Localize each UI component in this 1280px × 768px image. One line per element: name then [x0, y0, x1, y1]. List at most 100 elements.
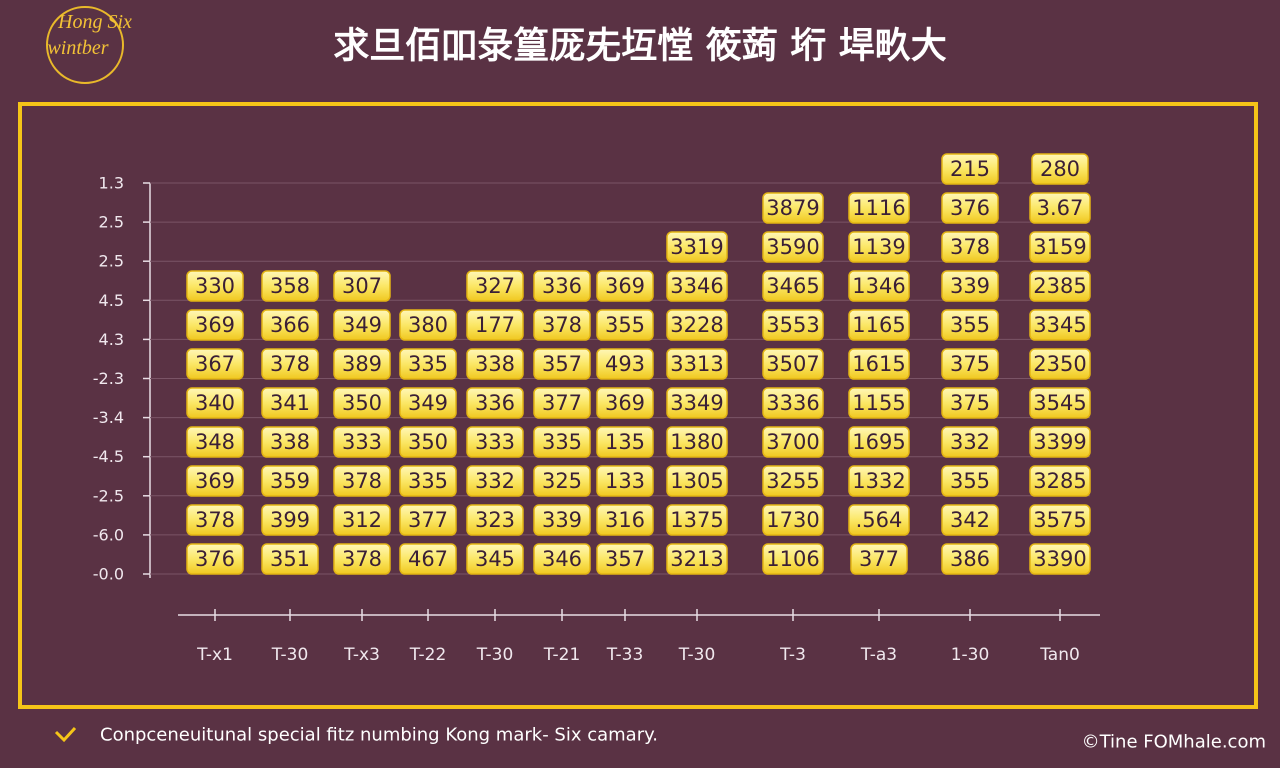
tile-value: 333 [342, 430, 382, 454]
tile [533, 465, 591, 497]
tile-value: 1106 [766, 547, 819, 571]
y-label: 4.3 [99, 330, 124, 349]
tile [399, 387, 457, 419]
tile-value: 349 [342, 313, 382, 337]
tile [848, 270, 910, 302]
tile [1029, 465, 1091, 497]
tile [533, 543, 591, 575]
credit: ©Tine FOMhale.com [1082, 732, 1266, 753]
tile-value: 348 [195, 430, 235, 454]
tile [666, 309, 728, 341]
tile [596, 309, 654, 341]
tile-value: 350 [408, 430, 448, 454]
tile-value: 338 [270, 430, 310, 454]
tile [848, 426, 910, 458]
tile-value: 357 [605, 547, 645, 571]
tile [762, 270, 824, 302]
tile-value: 375 [950, 352, 990, 376]
x-label: T-x1 [196, 645, 233, 665]
tile-value: 335 [408, 469, 448, 493]
tile [666, 504, 728, 536]
tile-value: 3.67 [1037, 196, 1084, 220]
tile-value: 341 [270, 391, 310, 415]
tile-value: 389 [342, 352, 382, 376]
tile [333, 543, 391, 575]
tile-value: 280 [1040, 157, 1080, 181]
y-label: -0.0 [93, 565, 124, 584]
tile-value: 1332 [852, 469, 905, 493]
tile [186, 426, 244, 458]
tile-value: 339 [950, 274, 990, 298]
tile-value: 177 [475, 313, 515, 337]
tile-value: 3345 [1033, 313, 1086, 337]
tile [848, 309, 910, 341]
logo-text: Hong Six [57, 11, 132, 33]
tile [596, 543, 654, 575]
tile-value: 355 [605, 313, 645, 337]
tile [333, 465, 391, 497]
tile [533, 426, 591, 458]
tile-value: 3349 [670, 391, 723, 415]
tile-value: 346 [542, 547, 582, 571]
tile-value: 1375 [670, 508, 723, 532]
tile-value: 3879 [766, 196, 819, 220]
tile [466, 543, 524, 575]
tile [186, 387, 244, 419]
tile-value: 369 [605, 391, 645, 415]
tile-value: 369 [605, 274, 645, 298]
tile-value: 3465 [766, 274, 819, 298]
x-label: T-33 [606, 645, 644, 665]
tile [399, 465, 457, 497]
tile [261, 426, 319, 458]
frame [18, 102, 1258, 709]
tile [941, 231, 999, 263]
y-label: -4.5 [93, 447, 124, 466]
tile-value: 335 [408, 352, 448, 376]
tile [466, 270, 524, 302]
tile [399, 309, 457, 341]
tile [533, 387, 591, 419]
tile [666, 426, 728, 458]
tile [596, 465, 654, 497]
tile [848, 465, 910, 497]
tile [1031, 153, 1089, 185]
x-label: T-3 [779, 645, 806, 665]
tile [941, 153, 999, 185]
tile-value: 493 [605, 352, 645, 376]
x-label: 1-30 [951, 645, 990, 665]
tile [848, 348, 910, 380]
plot: 1.3 2.5 2.5 4.5 4.3 -2.3 -3.4 -4.5 -2.5 -6.0 -0.0 T… [93, 153, 1091, 665]
tile-value: 340 [195, 391, 235, 415]
tile [941, 309, 999, 341]
x-label: T-21 [543, 645, 581, 665]
tile [762, 426, 824, 458]
tile-value: 357 [542, 352, 582, 376]
tile-value: 377 [859, 547, 899, 571]
y-label: 1.3 [99, 174, 124, 193]
tile [848, 192, 910, 224]
tile-value: 3700 [766, 430, 819, 454]
tile [333, 270, 391, 302]
tile [666, 231, 728, 263]
tile-value: 3545 [1033, 391, 1086, 415]
tile-value: 1139 [852, 235, 905, 259]
tile-value: 366 [270, 313, 310, 337]
tile-value: 355 [950, 469, 990, 493]
tile-value: 349 [408, 391, 448, 415]
tile-value: 135 [605, 430, 645, 454]
tile-value: 1165 [852, 313, 905, 337]
tile [762, 543, 824, 575]
tile [941, 387, 999, 419]
tile [186, 465, 244, 497]
logo-ring [46, 6, 124, 84]
tile [333, 387, 391, 419]
y-label: 2.5 [99, 252, 124, 271]
tile [333, 504, 391, 536]
tile [186, 504, 244, 536]
tile-value: 369 [195, 313, 235, 337]
tile [466, 504, 524, 536]
tile-value: 327 [475, 274, 515, 298]
tile-value: 367 [195, 352, 235, 376]
tile [333, 426, 391, 458]
